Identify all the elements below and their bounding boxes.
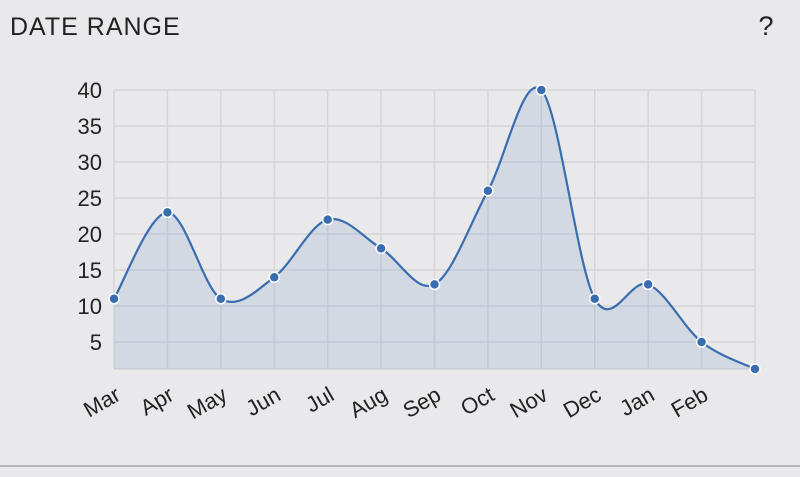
point xyxy=(482,185,494,197)
chart-title: DATE RANGE xyxy=(10,13,181,41)
point xyxy=(268,271,280,283)
y-tick-label: 30 xyxy=(78,150,102,175)
point xyxy=(535,84,548,96)
point xyxy=(695,336,708,348)
y-tick-label: 35 xyxy=(78,114,102,139)
point xyxy=(108,293,120,305)
point xyxy=(749,363,761,375)
point xyxy=(642,278,654,291)
point xyxy=(375,242,387,255)
y-tick-label: 25 xyxy=(78,186,102,211)
point xyxy=(428,278,441,291)
area-fill xyxy=(114,87,755,369)
y-tick-label: 40 xyxy=(78,78,102,103)
y-tick-label: 5 xyxy=(90,330,102,355)
point xyxy=(215,293,227,305)
point xyxy=(589,293,601,305)
help-button[interactable]: ? xyxy=(758,11,773,41)
y-tick-label: 15 xyxy=(78,258,102,283)
y-tick-label: 10 xyxy=(78,294,102,319)
point xyxy=(321,213,334,226)
y-tick-label: 20 xyxy=(78,222,102,247)
point xyxy=(161,206,174,219)
